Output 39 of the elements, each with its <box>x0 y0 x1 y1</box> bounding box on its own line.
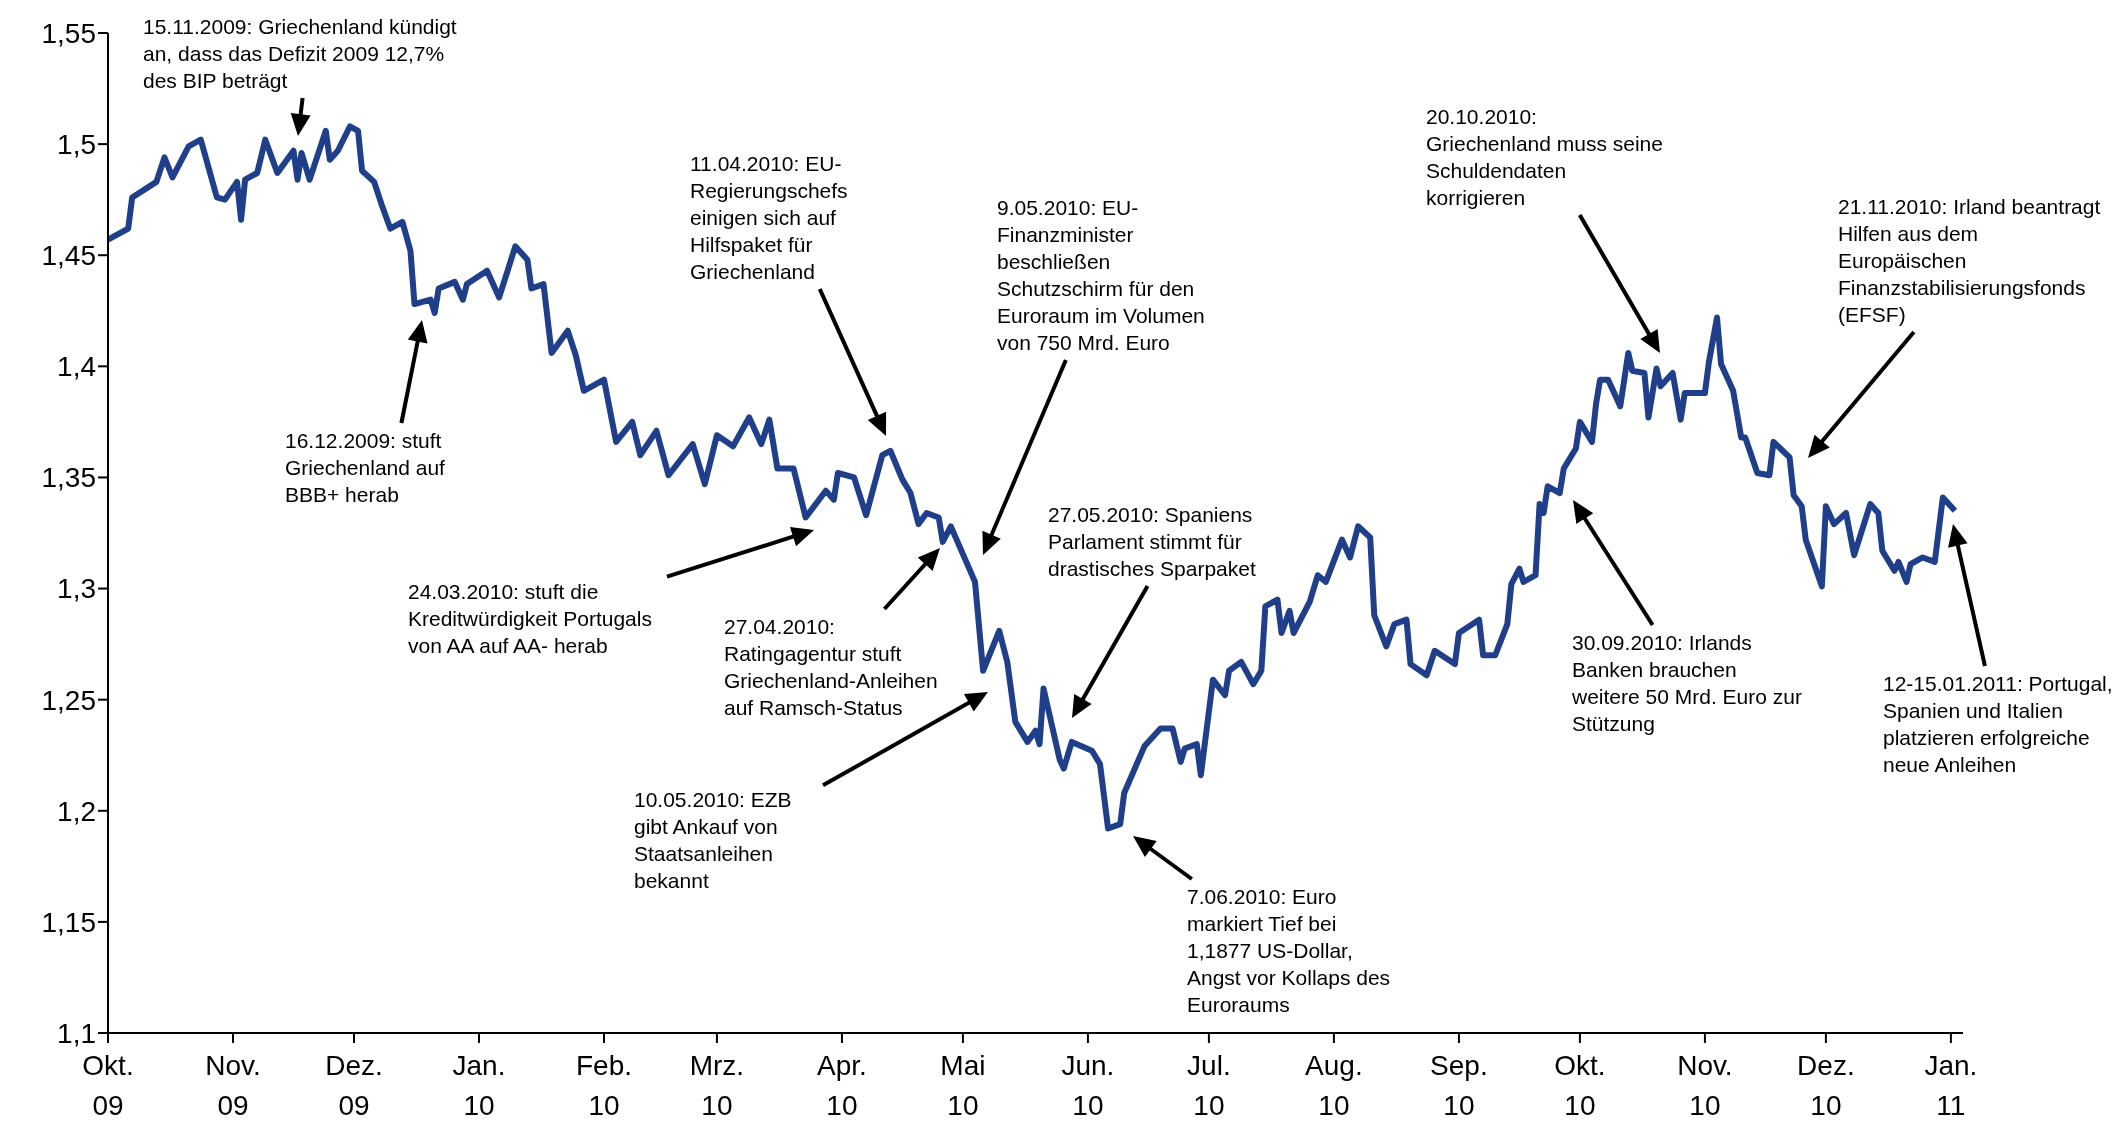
annotation: 21.11.2010: Irland beantragt Hilfen aus dem Europäischen Finanzstabilisierungsfonds (EFSF) <box>1838 194 2102 328</box>
annotation: 12-15.01.2011: Portugal, Spanien und Italien platzieren erfolgreiche neue Anleihen <box>1883 671 2113 778</box>
annotation: 7.06.2010: Euro markiert Tief bei 1,1877 US-Dollar, Angst vor Kollaps des Euroraums <box>1187 884 1392 1018</box>
annotation: 15.11.2009: Griechenland kündigt an, dass das Defizit 2009 12,7% des BIP beträgt <box>143 14 458 94</box>
x-tick-label: Dez. 09 <box>325 1050 383 1121</box>
x-tick-label: Nov. 09 <box>205 1050 261 1121</box>
x-tick-label: Mai 10 <box>940 1050 986 1121</box>
x-tick-label: Nov. 10 <box>1677 1050 1733 1121</box>
x-tick-label: Dez. 10 <box>1797 1050 1855 1121</box>
x-tick-label: Apr. 10 <box>817 1050 867 1121</box>
x-tick-label: Jan. 11 <box>1924 1050 1978 1121</box>
y-tick-label: 1,4 <box>57 351 96 383</box>
x-tick-label: Mrz. 10 <box>689 1050 745 1121</box>
annotation: 10.05.2010: EZB gibt Ankauf von Staatsanleihen bekannt <box>634 787 793 894</box>
y-tick-label: 1,15 <box>41 906 96 938</box>
x-tick-label: Jul. 10 <box>1187 1050 1231 1121</box>
annotation: 30.09.2010: Irlands Banken brauchen weitere 50 Mrd. Euro zur Stützung <box>1572 630 1803 737</box>
x-tick-label: Aug. 10 <box>1305 1050 1363 1121</box>
y-tick-label: 1,45 <box>41 240 96 272</box>
y-tick-label: 1,2 <box>57 795 96 827</box>
x-tick-label: Sep. 10 <box>1430 1050 1488 1121</box>
x-tick-label: Okt. 09 <box>82 1050 134 1121</box>
y-tick-label: 1,5 <box>57 129 96 161</box>
annotation: 27.05.2010: Spaniens Parlament stimmt für drastisches Sparpaket <box>1048 502 1257 582</box>
annotation: 11.04.2010: EU-Regierungschefs einigen sich auf Hilfspaket für Griechenland <box>690 151 849 285</box>
y-tick-label: 1,35 <box>41 462 96 494</box>
y-tick-label: 1,55 <box>41 17 96 49</box>
y-tick-label: 1,3 <box>57 573 96 605</box>
x-tick-label: Feb. 10 <box>576 1050 633 1121</box>
y-tick-label: 1,1 <box>57 1017 96 1049</box>
annotation: 9.05.2010: EU-Finanzminister beschließen Schutzschirm für den Euroraum im Volumen von 750 Mrd. Euro <box>997 195 1206 356</box>
y-tick-label: 1,25 <box>41 684 96 716</box>
annotation: 16.12.2009: stuft Griechenland auf BBB+ herab <box>285 428 446 508</box>
x-tick-label: Okt. 10 <box>1554 1050 1606 1121</box>
annotation: 20.10.2010: Griechenland muss seine Schuldendaten korrigieren <box>1426 104 1664 211</box>
annotation: 24.03.2010: stuft die Kreditwürdigkeit Portugals von AA auf AA- herab <box>408 579 653 659</box>
x-tick-label: Jun. 10 <box>1061 1050 1115 1121</box>
annotation: 27.04.2010: Ratingagentur stuft Griechenland-Anleihen auf Ramsch-Status <box>724 614 939 721</box>
x-tick-label: Jan. 10 <box>452 1050 506 1121</box>
